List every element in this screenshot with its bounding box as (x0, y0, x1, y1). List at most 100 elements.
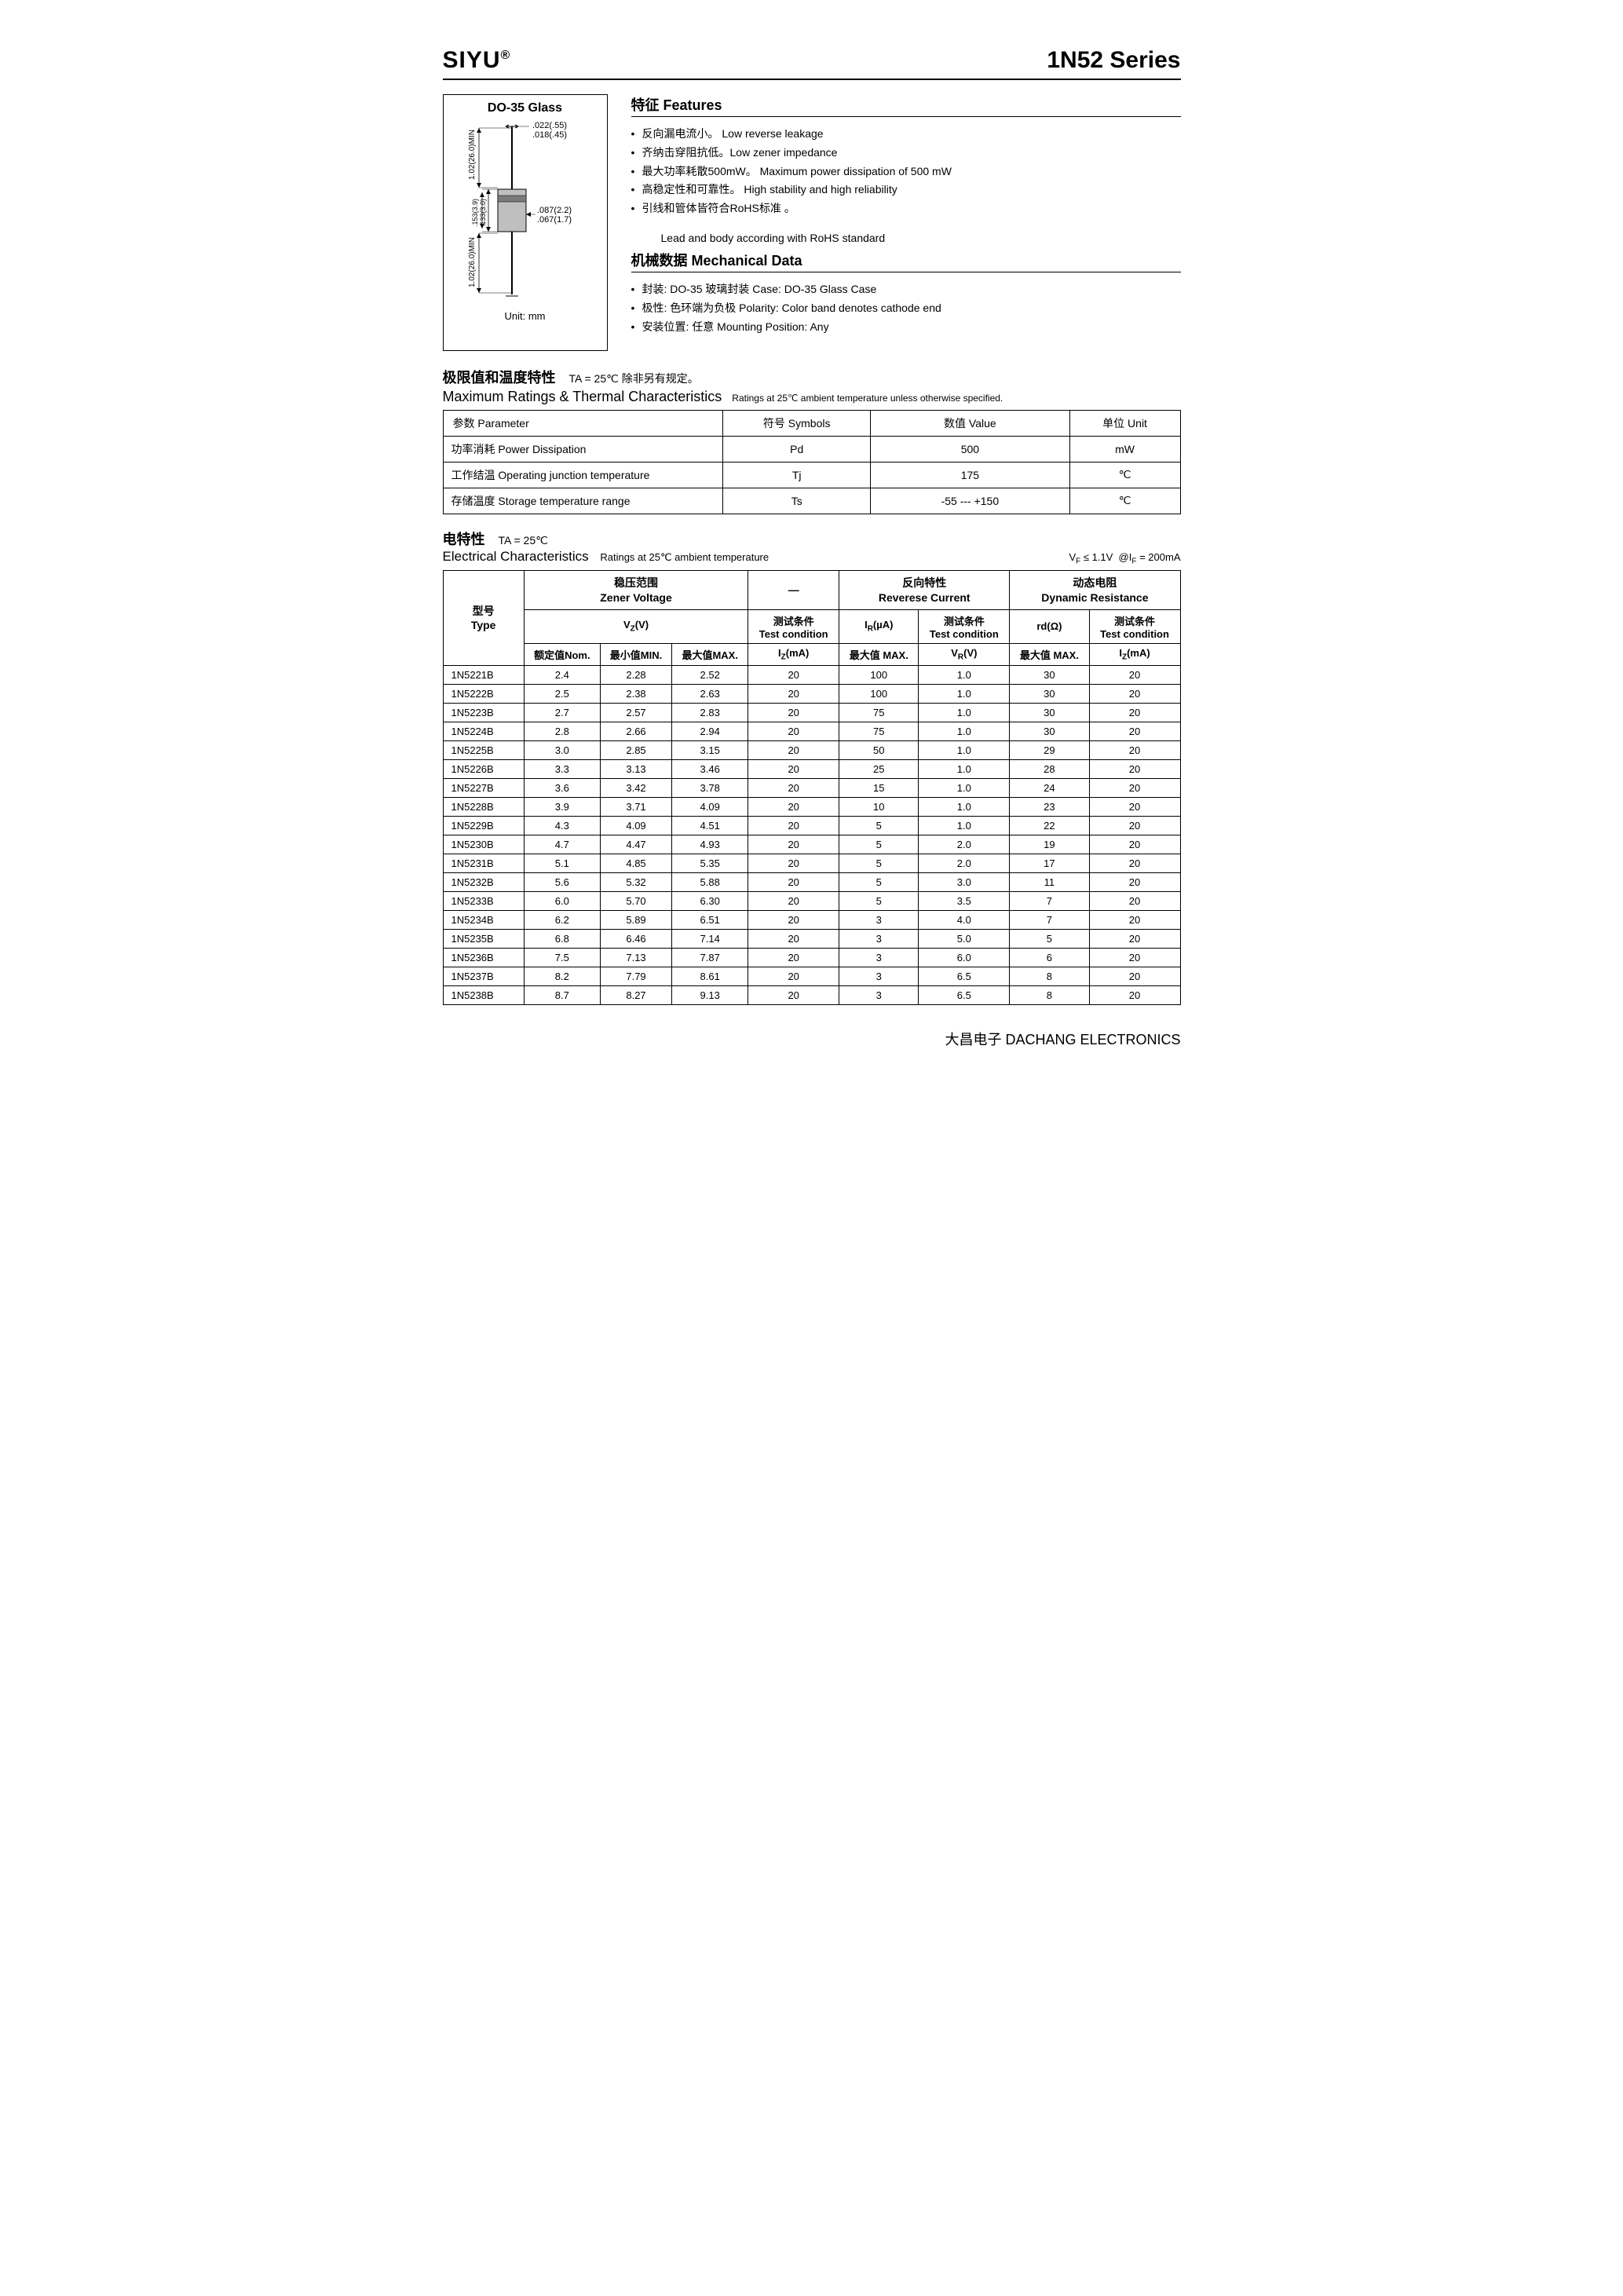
elec-cell-iz: 20 (748, 872, 839, 891)
ratings-th-value: 数值 Value (871, 410, 1070, 436)
elec-cell-type: 1N5223B (443, 703, 524, 722)
elec-heading-en-text: Electrical Characteristics (443, 549, 589, 564)
ratings-cell-param: 存储温度 Storage temperature range (443, 488, 723, 514)
elec-sh2-max: 最大值MAX. (672, 643, 748, 665)
dim-lead-dia-mm: .018(.45) (532, 130, 567, 140)
elec-row: 1N5229B4.34.094.512051.02220 (443, 816, 1180, 835)
elec-cell-rd: 22 (1010, 816, 1089, 835)
feature-item: 反向漏电流小。 Low reverse leakage (631, 125, 1181, 144)
elec-cell-vr: 1.0 (919, 703, 1010, 722)
elec-cell-type: 1N5237B (443, 967, 524, 985)
elec-cell-ir: 75 (839, 703, 919, 722)
elec-row: 1N5223B2.72.572.8320751.03020 (443, 703, 1180, 722)
elec-cell-type: 1N5226B (443, 759, 524, 778)
ratings-cell-param: 工作结温 Operating junction temperature (443, 462, 723, 488)
elec-cell-rd: 8 (1010, 985, 1089, 1004)
elec-cell-nom: 3.0 (524, 740, 600, 759)
elec-cell-rd: 29 (1010, 740, 1089, 759)
elec-th-dynres: 动态电阻 Dynamic Resistance (1010, 571, 1180, 609)
elec-cell-rd: 8 (1010, 967, 1089, 985)
elec-cell-iz2: 20 (1089, 797, 1180, 816)
ratings-th-unit: 单位 Unit (1069, 410, 1180, 436)
elec-heading-en-note: Ratings at 25℃ ambient temperature (600, 551, 769, 563)
elec-cell-nom: 2.7 (524, 703, 600, 722)
elec-row: 1N5222B2.52.382.63201001.03020 (443, 684, 1180, 703)
elec-cell-iz: 20 (748, 816, 839, 835)
elec-row: 1N5233B6.05.706.302053.5720 (443, 891, 1180, 910)
elec-cond-right: VF ≤ 1.1V @IF = 200mA (1069, 551, 1180, 566)
ratings-row: 功率消耗 Power DissipationPd500mW (443, 436, 1180, 462)
elec-cell-max: 6.30 (672, 891, 748, 910)
elec-cell-ir: 3 (839, 929, 919, 948)
elec-cell-max: 7.14 (672, 929, 748, 948)
ratings-row: 存储温度 Storage temperature rangeTs-55 --- … (443, 488, 1180, 514)
elec-cell-min: 4.09 (600, 816, 671, 835)
elec-cell-type: 1N5224B (443, 722, 524, 740)
elec-cell-rd: 30 (1010, 684, 1089, 703)
elec-cell-min: 8.27 (600, 985, 671, 1004)
elec-cell-ir: 100 (839, 684, 919, 703)
elec-cell-min: 2.57 (600, 703, 671, 722)
elec-cell-type: 1N5236B (443, 948, 524, 967)
elec-cell-ir: 15 (839, 778, 919, 797)
elec-cell-iz: 20 (748, 665, 839, 684)
ratings-th-param: 参数 Parameter (443, 410, 723, 436)
elec-row: 1N5221B2.42.282.52201001.03020 (443, 665, 1180, 684)
elec-cell-rd: 30 (1010, 665, 1089, 684)
elec-cell-nom: 7.5 (524, 948, 600, 967)
elec-sh-ir: IR(µA) (839, 609, 919, 643)
elec-row: 1N5236B7.57.137.872036.0620 (443, 948, 1180, 967)
elec-cell-ir: 3 (839, 967, 919, 985)
dim-body-len-out: .153(3.9) (471, 199, 479, 227)
elec-cell-type: 1N5233B (443, 891, 524, 910)
elec-cell-max: 8.61 (672, 967, 748, 985)
elec-cell-iz: 20 (748, 684, 839, 703)
elec-cell-nom: 8.7 (524, 985, 600, 1004)
elec-cell-vr: 1.0 (919, 816, 1010, 835)
elec-sh-vztest: 测试条件 Test condition (748, 609, 839, 643)
elec-cell-min: 5.89 (600, 910, 671, 929)
elec-cell-max: 4.93 (672, 835, 748, 854)
elec-cell-type: 1N5225B (443, 740, 524, 759)
elec-th-dynres-text: 动态电阻 Dynamic Resistance (1041, 576, 1148, 603)
elec-cell-iz: 20 (748, 854, 839, 872)
elec-cell-nom: 4.3 (524, 816, 600, 835)
elec-row: 1N5227B3.63.423.7820151.02420 (443, 778, 1180, 797)
elec-cell-rd: 6 (1010, 948, 1089, 967)
elec-cell-vr: 6.5 (919, 985, 1010, 1004)
elec-cell-vr: 6.0 (919, 948, 1010, 967)
elec-cell-nom: 3.3 (524, 759, 600, 778)
elec-cell-iz: 20 (748, 835, 839, 854)
ratings-row: 工作结温 Operating junction temperatureTj175… (443, 462, 1180, 488)
dim-lead-len-bot: 1.02(26.0)MIN (468, 237, 477, 287)
elec-cell-iz2: 20 (1089, 872, 1180, 891)
ratings-th-symbol: 符号 Symbols (723, 410, 871, 436)
ratings-cell-param: 功率消耗 Power Dissipation (443, 436, 723, 462)
elec-cell-vr: 4.0 (919, 910, 1010, 929)
elec-cell-max: 3.15 (672, 740, 748, 759)
dim-lead-dia-in: .022(.55) (532, 121, 567, 130)
brand-logo: SIYU® (443, 47, 511, 74)
ratings-table: 参数 Parameter 符号 Symbols 数值 Value 单位 Unit… (443, 410, 1181, 514)
elec-cell-rd: 30 (1010, 722, 1089, 740)
elec-cell-min: 7.13 (600, 948, 671, 967)
ratings-cell-value: 500 (871, 436, 1070, 462)
elec-cell-max: 5.35 (672, 854, 748, 872)
elec-cell-type: 1N5228B (443, 797, 524, 816)
elec-cell-nom: 5.6 (524, 872, 600, 891)
elec-cell-ir: 5 (839, 872, 919, 891)
diagram-unit: Unit: mm (450, 310, 601, 322)
elec-cell-rd: 7 (1010, 910, 1089, 929)
elec-cell-max: 9.13 (672, 985, 748, 1004)
elec-sh2-iz: IZ(mA) (748, 643, 839, 665)
elec-cell-min: 3.13 (600, 759, 671, 778)
elec-cell-min: 5.32 (600, 872, 671, 891)
elec-row: 1N5226B3.33.133.4620251.02820 (443, 759, 1180, 778)
elec-sh2-rdmax: 最大值 MAX. (1010, 643, 1089, 665)
page-header: SIYU® 1N52 Series (443, 47, 1181, 80)
features-list: 反向漏电流小。 Low reverse leakage 齐纳击穿阻抗低。Low … (631, 125, 1181, 218)
elec-cell-max: 2.63 (672, 684, 748, 703)
mechanical-item: 封装: DO-35 玻璃封装 Case: DO-35 Glass Case (631, 280, 1181, 299)
elec-cell-vr: 1.0 (919, 740, 1010, 759)
elec-cell-type: 1N5229B (443, 816, 524, 835)
